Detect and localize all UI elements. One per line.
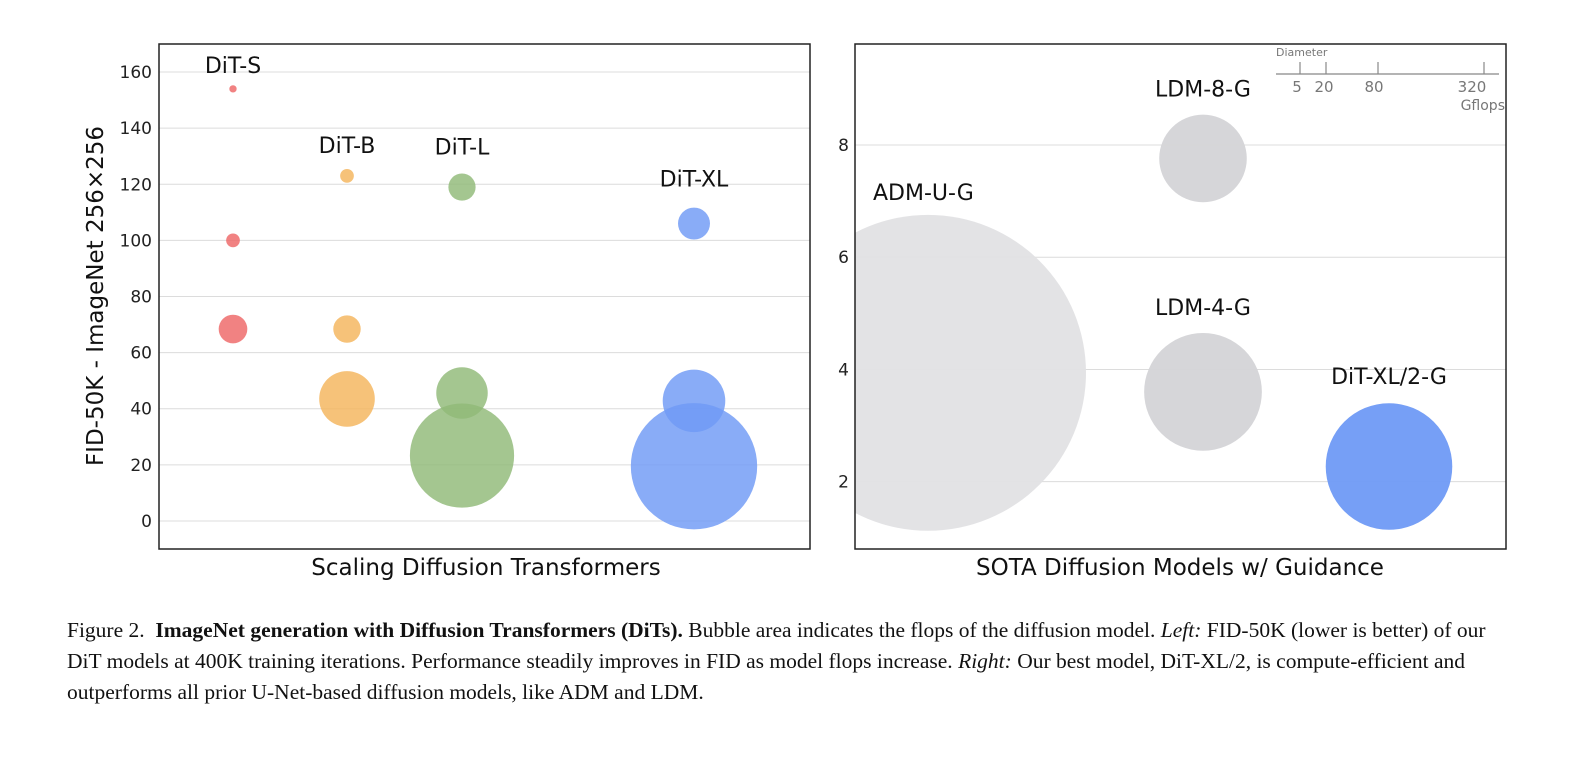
- ldm-8-g-label: LDM-8-G: [1155, 78, 1251, 103]
- size-legend-tick-label: 80: [1364, 78, 1383, 96]
- dit-xl-2-g-label: DiT-XL/2-G: [1331, 365, 1447, 390]
- dit-s-label: DiT-S: [205, 54, 261, 79]
- left-y-tick-label: 100: [120, 231, 152, 251]
- dit-xl-label: DiT-XL: [660, 168, 729, 193]
- adm-u-g-bubble: [855, 214, 1086, 531]
- caption-text-2: FID-50K (lower is better) of our DiT mod…: [67, 618, 1486, 673]
- left-y-tick-label: 160: [120, 63, 152, 83]
- left-y-tick-label: 20: [130, 456, 152, 476]
- left-bubbles: [218, 85, 758, 530]
- right-bubbles: [855, 114, 1453, 531]
- left-plot-frame: [158, 43, 811, 550]
- left-y-axis-title: FID-50K - ImageNet 256×256: [83, 126, 109, 466]
- right-y-tick-label: 4: [838, 360, 849, 380]
- size-legend-tick-label: 5: [1292, 78, 1302, 96]
- size-legend-tick-label: 20: [1314, 78, 1333, 96]
- ldm-4-g-label: LDM-4-G: [1155, 296, 1251, 321]
- dit-l-bubble: [409, 403, 515, 508]
- dit-l-bubble: [448, 173, 476, 201]
- dit-s-bubble: [229, 85, 237, 93]
- dit-s-bubble: [218, 314, 248, 344]
- dit-s-bubble: [226, 233, 240, 248]
- right-plot-frame: [854, 43, 1507, 550]
- right-y-tick-label: 6: [838, 248, 849, 268]
- size-legend: Diameter 5 20 80 320 Gflops: [1276, 46, 1505, 114]
- dit-xl-bubble: [630, 403, 758, 530]
- size-legend-title: Diameter: [1276, 46, 1328, 59]
- left-y-tick-label: 40: [130, 400, 152, 420]
- caption-left-label: Left:: [1160, 618, 1202, 642]
- left-y-tick-label: 80: [130, 288, 152, 308]
- caption-figure-label: Figure 2.: [67, 618, 145, 642]
- left-y-tick-label: 60: [130, 344, 152, 364]
- dit-b-bubble: [319, 371, 375, 427]
- right-y-tick-labels: 2 4 6 8: [838, 136, 849, 493]
- dit-xl-2-g-bubble: [1325, 403, 1453, 530]
- right-y-tick-label: 8: [838, 136, 849, 156]
- figure-caption: Figure 2. ImageNet generation with Diffu…: [67, 615, 1502, 708]
- size-legend-tick-label: 320: [1458, 78, 1487, 96]
- left-gridlines: [159, 71, 810, 522]
- dit-b-bubble: [340, 168, 354, 183]
- dit-b-bubble: [333, 315, 361, 343]
- right-bubble-labels: ADM-U-G LDM-8-G LDM-4-G DiT-XL/2-G: [873, 78, 1447, 391]
- ldm-4-g-bubble: [1144, 333, 1262, 451]
- size-legend-unit: Gflops: [1461, 98, 1505, 114]
- dit-b-label: DiT-B: [319, 134, 376, 159]
- caption-bold-title: ImageNet generation with Diffusion Trans…: [155, 618, 683, 642]
- dit-xl-bubble: [678, 207, 710, 240]
- dit-l-label: DiT-L: [435, 135, 490, 160]
- left-y-tick-label: 0: [141, 512, 152, 532]
- caption-text-1: Bubble area indicates the flops of the d…: [688, 618, 1156, 642]
- adm-u-g-label: ADM-U-G: [873, 181, 974, 206]
- left-x-axis-title: Scaling Diffusion Transformers: [311, 555, 660, 581]
- left-series-labels: DiT-S DiT-B DiT-L DiT-XL: [205, 54, 729, 192]
- left-y-tick-labels: 0 20 40 60 80 100 120 140 160: [120, 63, 152, 532]
- caption-right-label: Right:: [958, 649, 1012, 673]
- right-y-tick-label: 2: [838, 473, 849, 493]
- left-y-tick-label: 140: [120, 119, 152, 139]
- size-legend-ticks: 5 20 80 320: [1292, 62, 1486, 96]
- right-chart-panel: 2 4 6 8 ADM-U-G LDM-8-G LDM-4-G DiT-XL/2-G SOT…: [838, 43, 1507, 581]
- caption-text-3: Our best model, DiT-XL/2, is compute-eff…: [67, 649, 1466, 704]
- ldm-8-g-bubble: [1159, 114, 1247, 203]
- right-x-axis-title: SOTA Diffusion Models w/ Guidance: [976, 555, 1384, 581]
- left-y-tick-label: 120: [120, 175, 152, 195]
